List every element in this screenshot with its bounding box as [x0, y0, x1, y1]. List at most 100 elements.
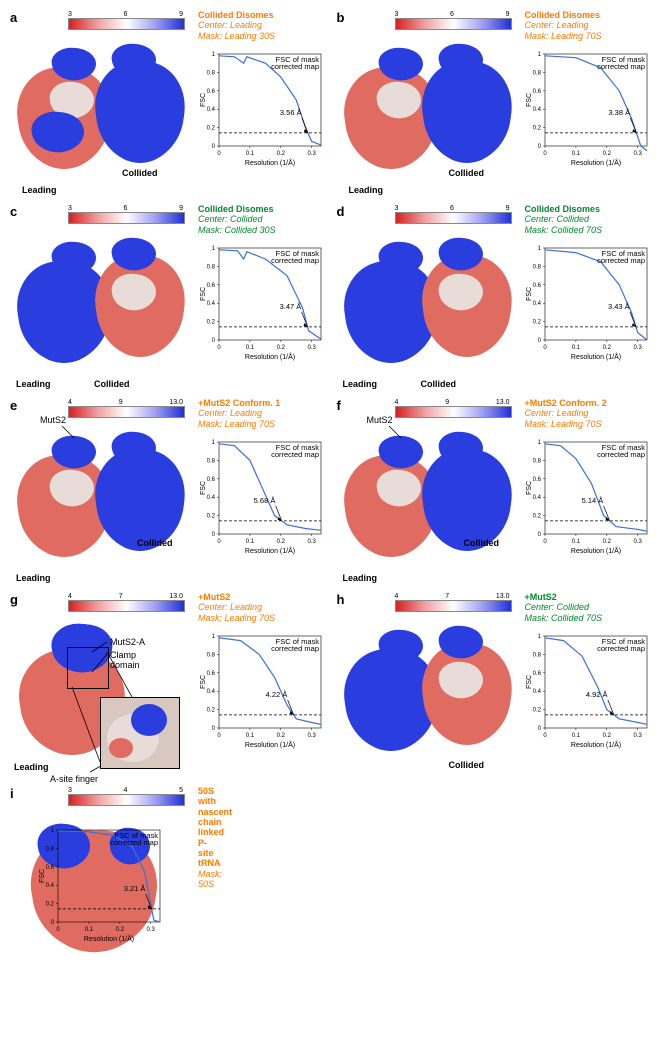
svg-text:0: 0 — [217, 345, 221, 351]
map-label: Leading — [343, 573, 378, 583]
svg-text:1: 1 — [211, 634, 215, 640]
svg-text:0: 0 — [57, 927, 61, 933]
svg-text:1: 1 — [538, 634, 542, 640]
svg-text:0: 0 — [217, 151, 221, 157]
panel-b: b 369 Collided Disomes Center: Leading M… — [335, 8, 656, 198]
panel-headers: +MutS2 Conform. 2 Center: Leading Mask: … — [525, 398, 652, 429]
panel-title: +MutS2 Conform. 2 — [525, 398, 652, 408]
svg-text:0: 0 — [538, 144, 542, 150]
svg-text:0.8: 0.8 — [206, 458, 215, 464]
panel-sub2: Mask: Leading 70S — [198, 419, 325, 429]
colorbar: 4913.0 — [68, 400, 183, 418]
svg-text:0: 0 — [211, 726, 215, 732]
panel-label: e — [10, 398, 17, 413]
svg-text:0.6: 0.6 — [533, 671, 542, 677]
fsc-ylabel: FSC — [200, 675, 207, 689]
fsc-resolution: 5.68 Å — [253, 496, 275, 505]
fsc-resolution: 3.43 Å — [608, 302, 630, 311]
fsc-plot: 0 0.2 0.4 0.6 0.8 1 0 0.1 0.2 0.3 5.68 Å… — [197, 436, 325, 556]
svg-text:0.4: 0.4 — [533, 107, 542, 113]
panel-title: Collided Disomes — [525, 204, 652, 214]
svg-text:0.2: 0.2 — [276, 539, 285, 545]
panel-label: f — [337, 398, 341, 413]
panel-label: g — [10, 592, 18, 607]
density-map: LeadingCollided MutS2 — [339, 418, 519, 573]
svg-text:0.8: 0.8 — [533, 458, 542, 464]
svg-text:0.8: 0.8 — [206, 264, 215, 270]
panel-h: h 4713.0 +MutS2 Center: Collided Mask: C… — [335, 590, 656, 780]
panel-sub2: Mask: Leading 30S — [198, 31, 325, 41]
panel-sub2: Mask: Collided 30S — [198, 225, 325, 235]
svg-text:0.6: 0.6 — [206, 89, 215, 95]
fsc-resolution: 4.22 Å — [265, 690, 287, 699]
panel-sub1: Center: Leading — [525, 20, 652, 30]
colorbar: 369 — [395, 12, 510, 30]
svg-text:0.4: 0.4 — [533, 495, 542, 501]
map-label: Collided — [137, 538, 173, 548]
svg-text:0.4: 0.4 — [533, 301, 542, 307]
density-map: LeadingCollided — [339, 224, 519, 379]
panel-sub1: Center: Collided — [198, 214, 325, 224]
svg-text:0.2: 0.2 — [206, 126, 215, 132]
svg-text:0.8: 0.8 — [46, 846, 55, 852]
svg-text:0: 0 — [217, 733, 221, 739]
fsc-resolution: 3.47 Å — [279, 302, 301, 311]
fsc-resolution: 5.14 Å — [582, 496, 604, 505]
panel-headers: Collided Disomes Center: Leading Mask: L… — [525, 10, 652, 41]
map-label: Leading — [14, 762, 49, 772]
fsc-xlabel: Resolution (1/Å) — [571, 158, 621, 167]
map-annotation: domain — [110, 660, 140, 670]
panel-label: b — [337, 10, 345, 25]
svg-text:0.8: 0.8 — [533, 652, 542, 658]
svg-text:0: 0 — [211, 532, 215, 538]
panel-sub1: Center: Collided — [525, 602, 652, 612]
svg-text:0.6: 0.6 — [206, 671, 215, 677]
fsc-xlabel: Resolution (1/Å) — [571, 740, 621, 749]
density-map: LeadingCollided — [339, 30, 519, 185]
svg-text:0.2: 0.2 — [533, 514, 542, 520]
svg-text:0: 0 — [543, 539, 547, 545]
panel-sub1: Center: Collided — [525, 214, 652, 224]
fsc-caption-2: corrected map — [597, 450, 645, 459]
svg-text:1: 1 — [211, 246, 215, 252]
panel-headers: Collided Disomes Center: Collided Mask: … — [198, 204, 325, 235]
svg-text:0.8: 0.8 — [533, 264, 542, 270]
fsc-plot: 0 0.2 0.4 0.6 0.8 1 0 0.1 0.2 0.3 3.38 Å… — [523, 48, 651, 168]
svg-text:0.2: 0.2 — [603, 733, 612, 739]
fsc-caption-2: corrected map — [597, 256, 645, 265]
density-map: LeadingCollided MutS2 — [12, 418, 192, 573]
svg-text:0.3: 0.3 — [634, 151, 643, 157]
fsc-ylabel: FSC — [200, 93, 207, 107]
svg-text:0.3: 0.3 — [634, 733, 643, 739]
svg-text:0.6: 0.6 — [533, 283, 542, 289]
svg-text:0.1: 0.1 — [245, 151, 254, 157]
map-annotation: Clamp — [110, 650, 136, 660]
panel-label: d — [337, 204, 345, 219]
svg-text:0.6: 0.6 — [533, 477, 542, 483]
density-map: LeadingCollided — [12, 224, 192, 379]
map-annotation: A-site finger — [50, 774, 98, 784]
svg-text:0.1: 0.1 — [572, 345, 581, 351]
svg-text:0.6: 0.6 — [46, 865, 55, 871]
panel-d: d 369 Collided Disomes Center: Collided … — [335, 202, 656, 392]
fsc-xlabel: Resolution (1/Å) — [244, 352, 294, 361]
fsc-plot: 0 0.2 0.4 0.6 0.8 1 0 0.1 0.2 0.3 3.43 Å… — [523, 242, 651, 362]
panel-title: Collided Disomes — [198, 10, 325, 20]
map-label: Collided — [421, 379, 457, 389]
panel-sub2: Mask: Collided 70S — [525, 613, 652, 623]
fsc-ylabel: FSC — [526, 675, 533, 689]
panel-sub2: Mask: Leading 70S — [525, 419, 652, 429]
fsc-caption-2: corrected map — [597, 62, 645, 71]
panel-sub2: Mask: Leading 70S — [525, 31, 652, 41]
panel-label: i — [10, 786, 14, 801]
svg-text:0.4: 0.4 — [46, 883, 55, 889]
map-label: Leading — [16, 379, 51, 389]
svg-text:0.2: 0.2 — [533, 320, 542, 326]
fsc-plot: 0 0.2 0.4 0.6 0.8 1 0 0.1 0.2 0.3 4.92 Å… — [523, 630, 651, 750]
svg-text:0: 0 — [217, 539, 221, 545]
svg-text:0.2: 0.2 — [46, 902, 55, 908]
svg-text:0.4: 0.4 — [206, 301, 215, 307]
fsc-xlabel: Resolution (1/Å) — [244, 158, 294, 167]
svg-text:0.4: 0.4 — [206, 495, 215, 501]
fsc-ylabel: FSC — [200, 287, 207, 301]
